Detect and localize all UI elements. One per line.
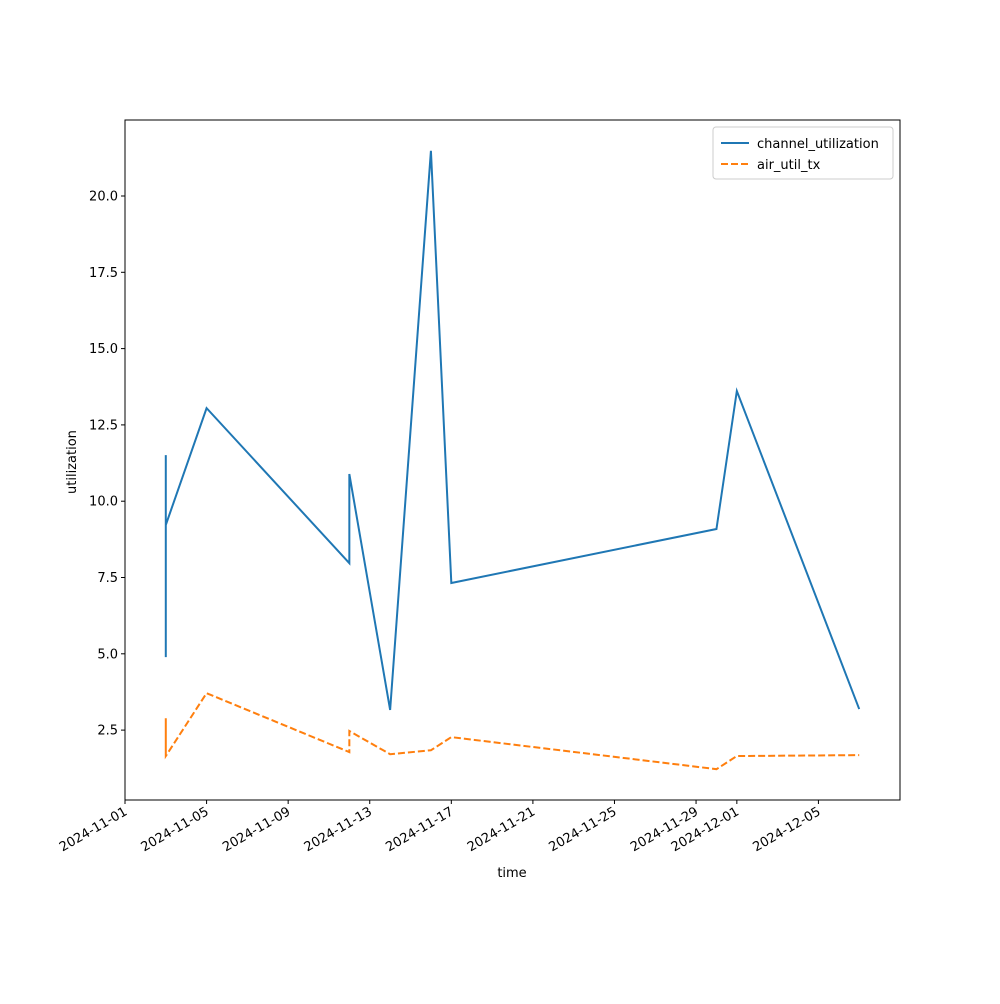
y-tick-label: 10.0 (89, 495, 118, 510)
y-tick-label: 15.0 (89, 342, 118, 357)
data-line (164, 150, 861, 711)
y-tick-label: 20.0 (89, 189, 118, 204)
legend-label: channel_utilization (757, 137, 879, 152)
y-tick-label: 2.5 (97, 724, 118, 739)
legend-box (712, 126, 894, 180)
y-tick-label: 7.5 (97, 571, 118, 586)
x-axis-label: time (497, 866, 526, 881)
plot-frame (124, 119, 901, 801)
data-line (164, 691, 860, 771)
y-tick-label: 17.5 (89, 266, 118, 281)
y-tick-label: 12.5 (89, 418, 118, 433)
legend-label: air_util_tx (757, 158, 821, 173)
y-axis-label: utilization (65, 430, 80, 494)
y-tick-label: 5.0 (97, 647, 118, 662)
